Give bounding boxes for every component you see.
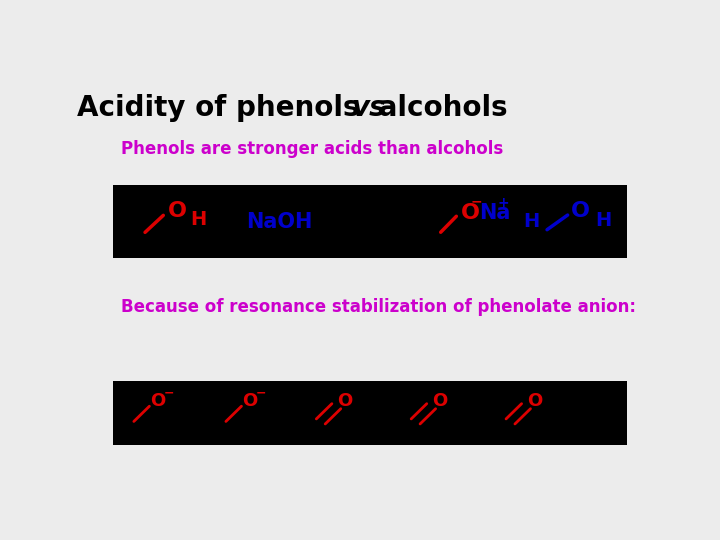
- Text: vs: vs: [351, 94, 387, 122]
- Text: O: O: [527, 392, 542, 410]
- Text: O: O: [243, 392, 258, 410]
- Text: O: O: [168, 201, 187, 221]
- Text: O: O: [461, 202, 480, 222]
- Bar: [114, 185, 627, 258]
- Text: alcohols: alcohols: [369, 94, 508, 122]
- Text: O: O: [432, 392, 448, 410]
- Text: O: O: [570, 201, 590, 221]
- Text: Because of resonance stabilization of phenolate anion:: Because of resonance stabilization of ph…: [121, 298, 636, 316]
- Text: O: O: [150, 392, 166, 410]
- Text: Phenols are stronger acids than alcohols: Phenols are stronger acids than alcohols: [121, 140, 503, 158]
- Text: Acidity of phenols: Acidity of phenols: [77, 94, 369, 122]
- Text: Acidity of phenols       alcohols: Acidity of phenols alcohols: [140, 94, 598, 122]
- Text: O: O: [338, 392, 353, 410]
- Text: Na: Na: [480, 204, 511, 224]
- Text: +: +: [497, 195, 509, 210]
- Text: −: −: [470, 195, 482, 209]
- Text: −: −: [256, 386, 266, 399]
- Text: −: −: [164, 386, 174, 399]
- Bar: [114, 381, 627, 446]
- Text: H: H: [595, 211, 611, 230]
- Text: NaOH: NaOH: [246, 212, 313, 232]
- Text: H: H: [190, 210, 207, 229]
- Text: H: H: [523, 212, 539, 231]
